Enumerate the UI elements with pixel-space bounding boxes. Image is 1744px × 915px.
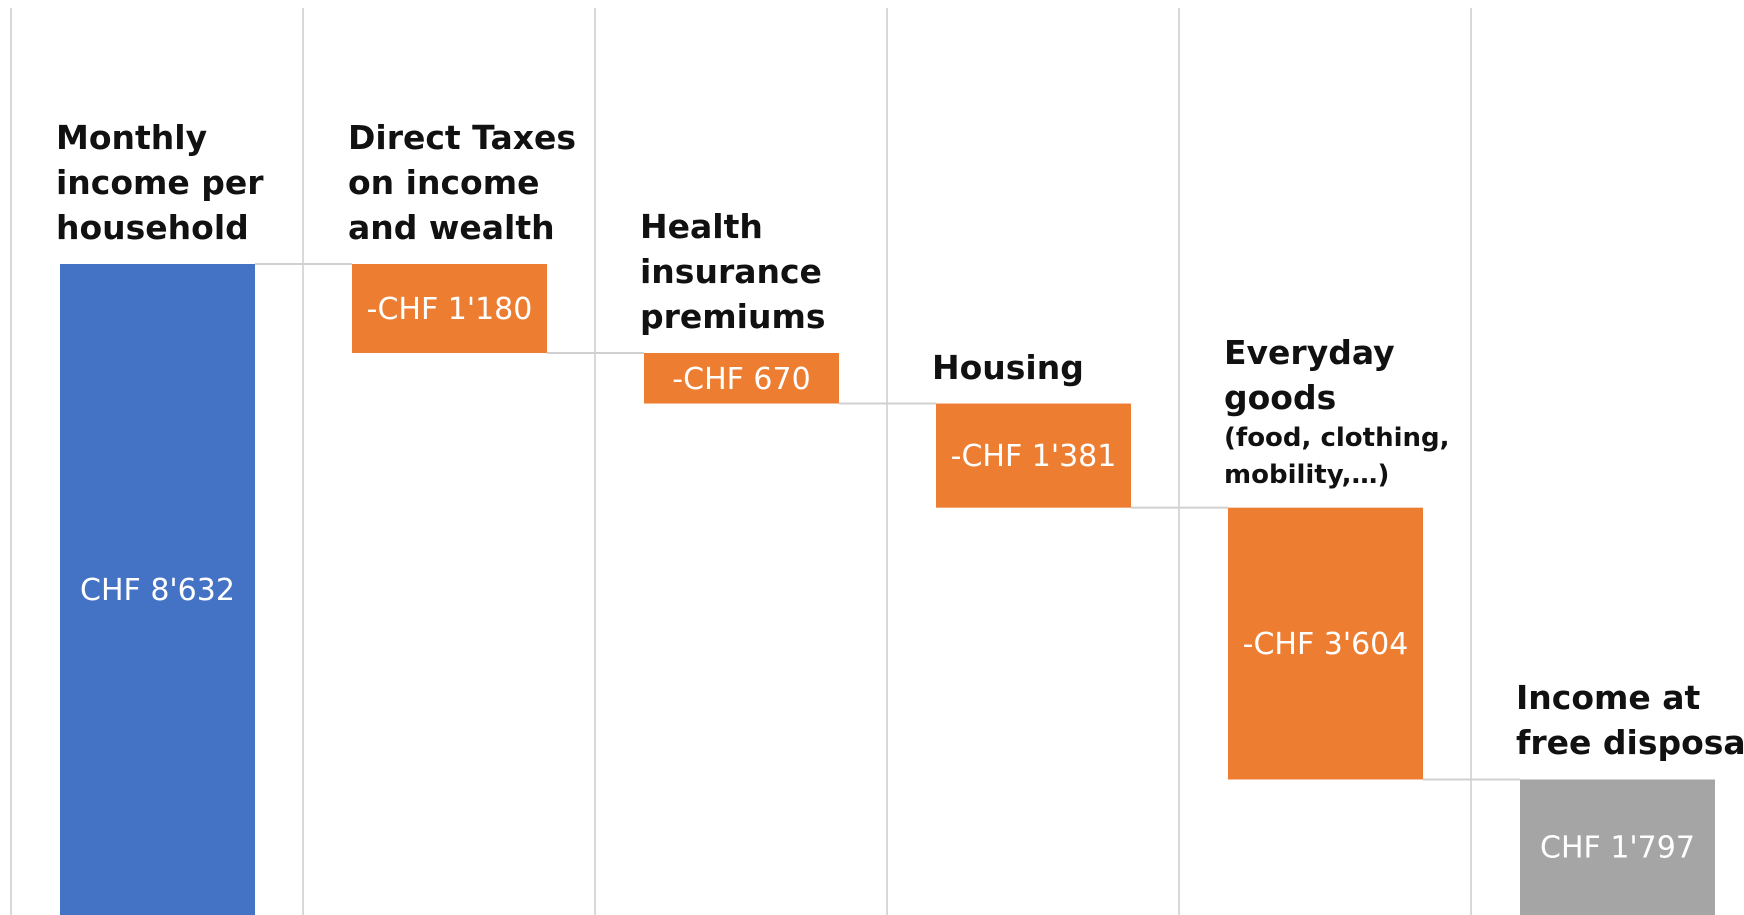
value-label: -CHF 670 — [672, 362, 810, 397]
category-label-box: Income at free disposal — [1516, 0, 1744, 765]
category-label-box: Housing — [932, 0, 1202, 390]
category-label: Monthly income per household — [56, 0, 326, 250]
category-name: Direct Taxes on income and wealth — [348, 118, 577, 247]
value-label: -CHF 1'180 — [367, 292, 533, 327]
bar — [60, 264, 255, 915]
category-label: Health insurance premiums — [640, 0, 910, 339]
category-label-box: Everyday goods(food, clothing, mobility,… — [1224, 0, 1494, 494]
value-label: -CHF 3'604 — [1243, 627, 1409, 662]
value-label: CHF 1'797 — [1540, 831, 1695, 866]
bar — [1228, 507, 1423, 780]
category-name: Monthly income per household — [56, 118, 264, 247]
category-name: Housing — [932, 347, 1084, 387]
category-label-box: Monthly income per household — [56, 0, 326, 250]
category-label: Income at free disposal — [1516, 0, 1744, 765]
category-label-box: Direct Taxes on income and wealth — [348, 0, 618, 250]
value-label: CHF 8'632 — [80, 573, 235, 608]
bar — [1520, 779, 1715, 915]
bar — [352, 264, 547, 353]
bar — [936, 403, 1131, 508]
bar — [644, 352, 839, 404]
category-name: Health insurance premiums — [640, 206, 826, 336]
value-label: -CHF 1'381 — [951, 439, 1117, 474]
category-name: Everyday goods — [1224, 332, 1395, 417]
category-label: Everyday goods (food, clothing, mobility,… — [1224, 0, 1494, 494]
category-label-box: Health insurance premiums — [640, 0, 910, 339]
category-label: Direct Taxes on income and wealth — [348, 0, 618, 250]
category-label: Housing — [932, 0, 1202, 390]
category-detail: (food, clothing, mobility,…) — [1224, 422, 1450, 490]
category-name: Income at free disposal — [1516, 678, 1744, 763]
